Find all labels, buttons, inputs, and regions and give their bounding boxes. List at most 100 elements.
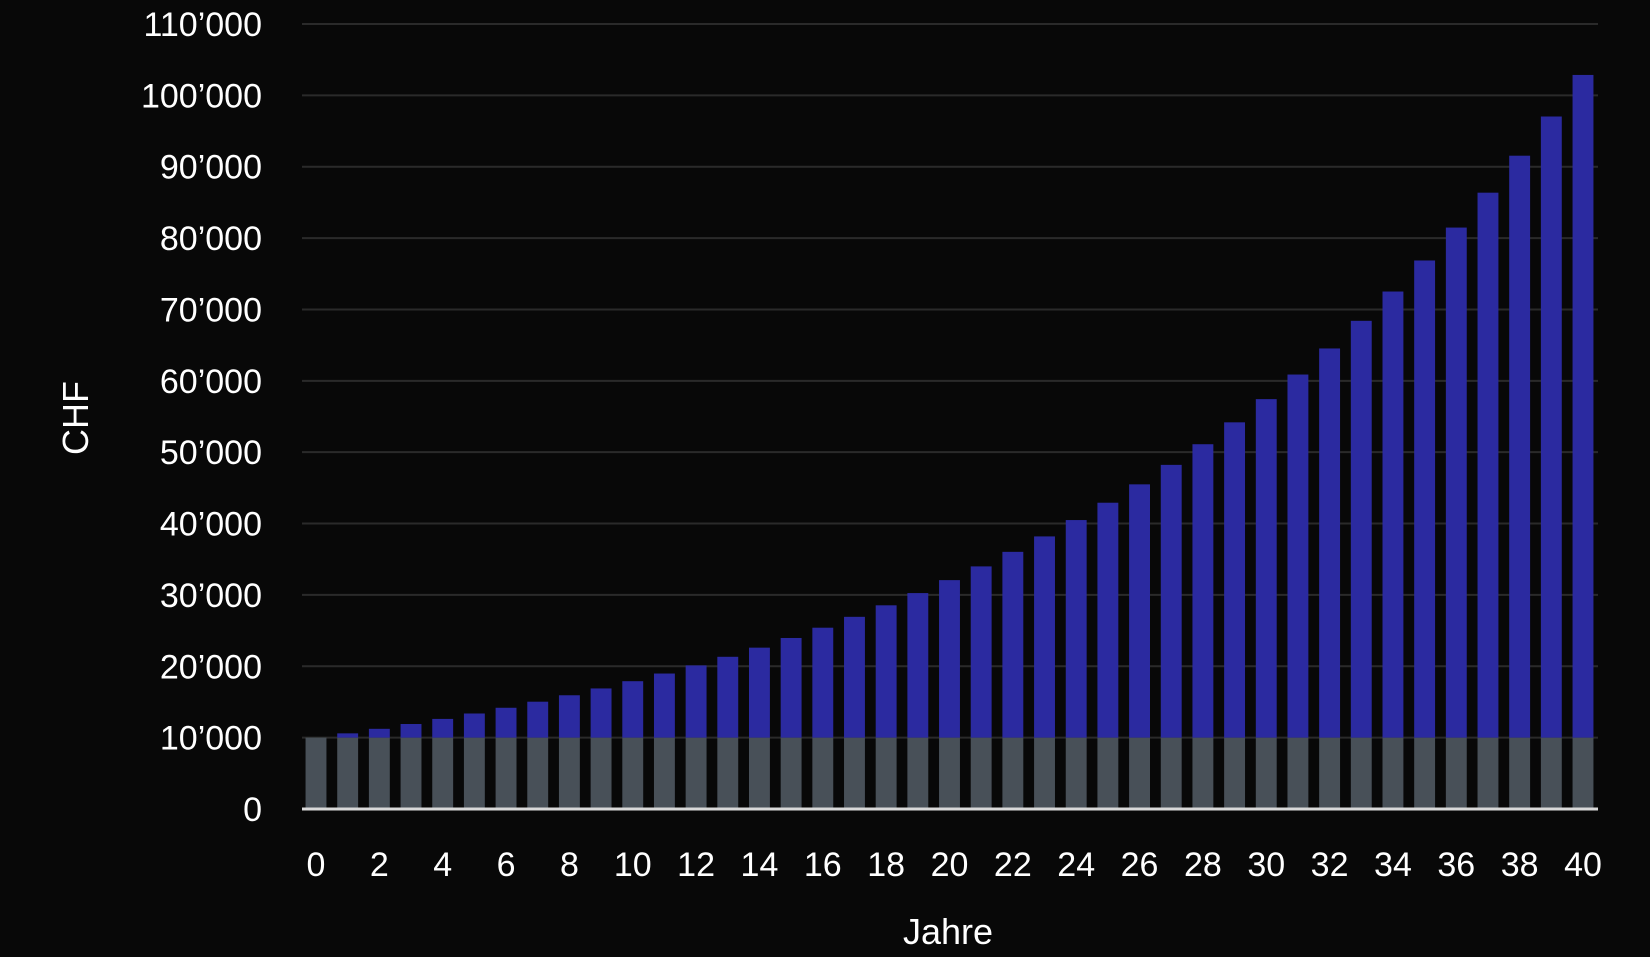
x-tick-label: 2 — [370, 846, 389, 884]
bar-series1-year-3 — [400, 737, 422, 809]
bar-series2-year-3 — [400, 724, 422, 738]
bar-series2-year-26 — [1129, 484, 1151, 738]
x-tick-label: 38 — [1501, 846, 1539, 884]
bar-series1-year-4 — [432, 737, 454, 809]
bar-series2-year-25 — [1097, 502, 1119, 738]
y-axis-label: CHF — [55, 381, 96, 455]
x-tick-label: 40 — [1564, 846, 1602, 884]
x-axis-label: Jahre — [903, 911, 993, 952]
bar-series2-year-24 — [1065, 520, 1087, 738]
y-tick-label: 10’000 — [160, 720, 262, 758]
x-tick-label: 14 — [741, 846, 779, 884]
x-tick-label: 34 — [1374, 846, 1412, 884]
bar-series2-year-28 — [1192, 444, 1214, 738]
bar-series2-year-31 — [1287, 374, 1309, 738]
bar-series2-year-30 — [1255, 399, 1277, 738]
bar-series1-year-37 — [1477, 737, 1499, 809]
bar-series2-year-15 — [780, 637, 802, 738]
y-axis-ticks: 0 10’000 20’000 30’000 40’000 50’000 60’000 70’… — [141, 6, 262, 829]
bar-series1-year-39 — [1540, 737, 1562, 809]
bar-series2-year-34 — [1382, 291, 1404, 738]
y-tick-label: 70’000 — [160, 291, 262, 329]
bar-series1-year-40 — [1572, 737, 1594, 809]
y-tick-label: 30’000 — [160, 577, 262, 615]
x-tick-label: 12 — [677, 846, 715, 884]
bar-series1-year-11 — [653, 737, 675, 809]
bar-series1-year-24 — [1065, 737, 1087, 809]
bar-series2-year-12 — [685, 665, 707, 738]
bar-series1-year-1 — [337, 737, 359, 809]
bar-series2-year-35 — [1414, 260, 1436, 738]
x-tick-label: 6 — [497, 846, 516, 884]
bar-series2-year-17 — [844, 616, 865, 738]
bar-series2-year-39 — [1540, 116, 1562, 738]
bar-series2-year-5 — [463, 713, 485, 738]
bar-series2-year-37 — [1477, 192, 1499, 738]
bar-series2-year-16 — [812, 627, 834, 738]
bar-series2-year-4 — [432, 718, 454, 738]
bar-series2-year-33 — [1350, 320, 1372, 738]
y-tick-label: 20’000 — [160, 648, 262, 686]
x-tick-label: 22 — [994, 846, 1032, 884]
bar-series2-year-13 — [717, 656, 739, 738]
y-tick-label: 80’000 — [160, 220, 262, 258]
y-tick-label: 90’000 — [160, 149, 262, 187]
bar-series2-year-29 — [1224, 422, 1246, 738]
bar-series1-year-28 — [1192, 737, 1214, 809]
bar-series1-year-9 — [590, 737, 612, 809]
bar-series1-year-18 — [875, 737, 897, 809]
bar-series1-year-29 — [1224, 737, 1246, 809]
bar-series2-year-6 — [495, 707, 517, 738]
x-tick-label: 32 — [1311, 846, 1349, 884]
bar-series1-year-14 — [748, 737, 770, 809]
bar-series1-year-31 — [1287, 737, 1309, 809]
bar-series1-year-34 — [1382, 737, 1404, 809]
bar-series2-year-32 — [1319, 348, 1341, 738]
bar-series1-year-7 — [527, 737, 549, 809]
bar-series1-year-26 — [1129, 737, 1151, 809]
x-tick-label: 36 — [1437, 846, 1475, 884]
bar-series2-year-8 — [558, 695, 580, 738]
bar-series2-year-27 — [1160, 464, 1182, 738]
bar-series2-year-7 — [527, 701, 549, 738]
y-tick-label: 50’000 — [160, 434, 262, 472]
bar-series2-year-36 — [1445, 227, 1467, 738]
bar-series1-year-38 — [1509, 737, 1531, 809]
bar-series1-year-5 — [463, 737, 485, 809]
bar-series1-year-10 — [622, 737, 644, 809]
bar-series2-year-20 — [939, 580, 960, 738]
y-tick-label: 100’000 — [141, 77, 262, 115]
x-tick-label: 30 — [1247, 846, 1285, 884]
bar-series2-year-18 — [875, 605, 897, 738]
bar-series1-year-35 — [1414, 737, 1436, 809]
bar-series2-year-40 — [1572, 74, 1594, 738]
bar-series2-year-22 — [1002, 551, 1024, 738]
bar-series1-year-0 — [305, 737, 327, 809]
bar-series1-year-21 — [970, 737, 992, 809]
bar-series1-year-22 — [1002, 737, 1024, 809]
bar-series1-year-2 — [368, 737, 390, 809]
bar-series2-year-9 — [590, 688, 612, 738]
x-tick-label: 4 — [433, 846, 452, 884]
bar-series2-year-38 — [1509, 155, 1531, 738]
y-tick-label: 0 — [243, 791, 262, 829]
x-tick-label: 10 — [614, 846, 652, 884]
bar-series2-year-23 — [1034, 536, 1055, 738]
x-tick-label: 26 — [1121, 846, 1159, 884]
x-tick-label: 8 — [560, 846, 579, 884]
x-tick-label: 16 — [804, 846, 842, 884]
bar-series1-year-36 — [1445, 737, 1467, 809]
bar-series2-year-19 — [907, 593, 929, 738]
bar-series2-year-11 — [653, 673, 675, 738]
x-tick-label: 18 — [867, 846, 905, 884]
bar-series1-year-23 — [1034, 737, 1055, 809]
bars — [305, 74, 1594, 809]
bar-series2-year-1 — [337, 733, 359, 738]
bar-series1-year-16 — [812, 737, 834, 809]
y-tick-label: 110’000 — [144, 6, 263, 44]
y-tick-label: 60’000 — [160, 363, 262, 401]
bar-series1-year-15 — [780, 737, 802, 809]
x-tick-label: 20 — [931, 846, 969, 884]
x-tick-label: 0 — [307, 846, 326, 884]
